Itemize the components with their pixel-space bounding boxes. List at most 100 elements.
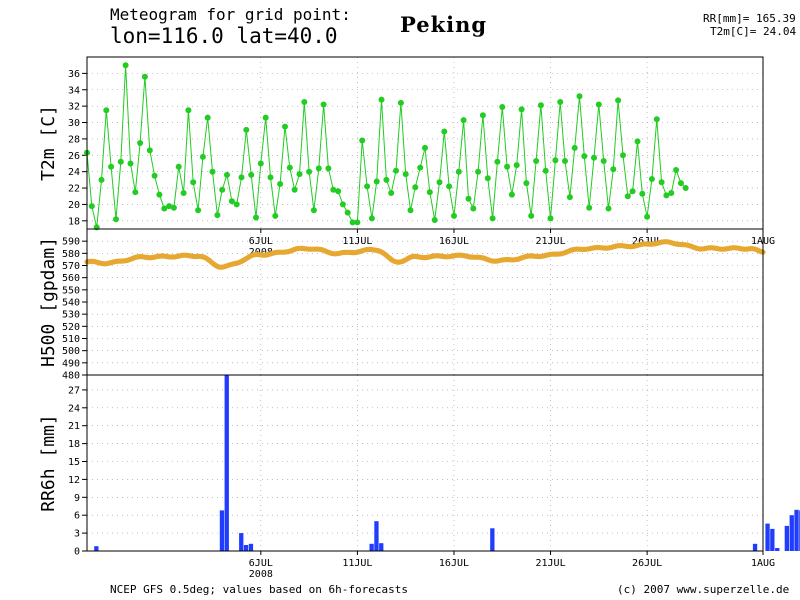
t2m-point [639, 190, 646, 197]
t2m-point [537, 102, 544, 109]
rr6h-ytick-label: 24 [68, 403, 80, 414]
t2m-point [504, 163, 511, 170]
rr6h-bar [219, 510, 225, 551]
t2m-point [591, 154, 597, 161]
t2m-point [460, 117, 467, 124]
t2m-ytick-label: 36 [68, 69, 80, 80]
t2m-point [195, 207, 202, 214]
t2m-point [668, 190, 675, 196]
t2m-point [528, 212, 535, 219]
rr6h-bar [243, 545, 249, 551]
t2m-point [199, 153, 206, 160]
t2m-point [228, 198, 235, 205]
t2m-ytick-label: 34 [68, 85, 80, 96]
h500-ytick-label: 550 [62, 285, 80, 296]
t2m-point [378, 96, 385, 103]
t2m-point [354, 219, 361, 226]
t2m-point [368, 215, 375, 222]
t2m-point [407, 207, 414, 214]
t2m-point [224, 171, 230, 178]
t2m-point [98, 176, 105, 183]
t2m-point [605, 205, 612, 212]
rr6h-ytick-label: 3 [74, 529, 80, 540]
t2m-point [465, 195, 472, 202]
t2m-point [682, 185, 689, 191]
t2m-summary: T2m[C]= 24.04 [710, 25, 797, 38]
t2m-point [397, 99, 404, 106]
t2m-point [170, 204, 177, 211]
t2m-point [542, 167, 549, 174]
t2m-point [209, 168, 216, 175]
h500-ytick-label: 570 [62, 261, 80, 272]
h500-ytick-label: 520 [62, 322, 80, 333]
rr6h-bar [369, 543, 374, 551]
t2m-point [489, 215, 496, 222]
t2m-point [108, 163, 115, 170]
t2m-point [610, 166, 617, 173]
t2m-point [446, 183, 453, 190]
t2m-point [339, 201, 346, 208]
t2m-point [175, 163, 182, 170]
t2m-point [566, 194, 573, 201]
h500-ytick-label: 540 [62, 298, 80, 309]
t2m-point [262, 114, 269, 121]
t2m-point [315, 165, 322, 172]
x-tick-label: 21JUL [535, 236, 565, 247]
t2m-point [310, 207, 317, 214]
t2m-point [253, 214, 259, 221]
t2m-point [600, 158, 607, 164]
t2m-point [113, 216, 119, 223]
x-tick-label: 6JUL [249, 558, 273, 569]
rr6h-ytick-label: 6 [74, 511, 80, 522]
x-tick-label: 11JUL [342, 558, 372, 569]
t2m-point [648, 176, 655, 182]
t2m-point [653, 116, 660, 123]
t2m-point [359, 137, 366, 144]
t2m-point [499, 104, 506, 110]
t2m-point [417, 164, 424, 171]
t2m-line [86, 65, 687, 228]
t2m-point [335, 188, 342, 195]
t2m-point [190, 179, 197, 186]
t2m-point [344, 209, 351, 216]
h500-ytick-label: 510 [62, 334, 80, 345]
rr6h-bar [224, 375, 229, 551]
rr6h-bar [770, 528, 775, 551]
rr6h-bar [374, 521, 379, 551]
t2m-point [547, 215, 554, 222]
rr6h-ytick-label: 15 [68, 457, 80, 468]
t2m-point [624, 193, 631, 200]
h500-panel-frame [86, 228, 764, 376]
t2m-point [161, 205, 168, 212]
t2m-point [426, 189, 433, 196]
x-tick-label: 1AUG [751, 558, 775, 569]
t2m-point [257, 160, 264, 167]
t2m-point [673, 167, 680, 173]
t2m-point [484, 175, 491, 182]
rr6h-bar [94, 546, 99, 551]
t2m-point [291, 186, 298, 193]
t2m-point [185, 107, 192, 114]
rr6h-bar [248, 543, 254, 551]
rr6h-bar [789, 515, 794, 551]
t2m-point [122, 62, 129, 69]
t2m-ytick-label: 22 [68, 184, 80, 195]
t2m-point [141, 73, 148, 80]
t2m-point [127, 160, 134, 167]
t2m-point [166, 203, 173, 210]
x-year-label: 2008 [249, 569, 273, 580]
t2m-point [277, 181, 284, 187]
rr6h-bar [490, 528, 495, 551]
t2m-point [663, 192, 670, 199]
t2m-point [282, 123, 288, 130]
t2m-point [388, 190, 395, 196]
t2m-point [562, 158, 568, 164]
h500-ytick-label: 480 [62, 371, 80, 382]
t2m-point [634, 138, 641, 145]
t2m-ytick-label: 28 [68, 134, 80, 145]
t2m-point [581, 153, 588, 160]
t2m-ytick-label: 24 [68, 167, 80, 178]
rr6h-bar [379, 543, 384, 551]
t2m-point [325, 165, 332, 172]
